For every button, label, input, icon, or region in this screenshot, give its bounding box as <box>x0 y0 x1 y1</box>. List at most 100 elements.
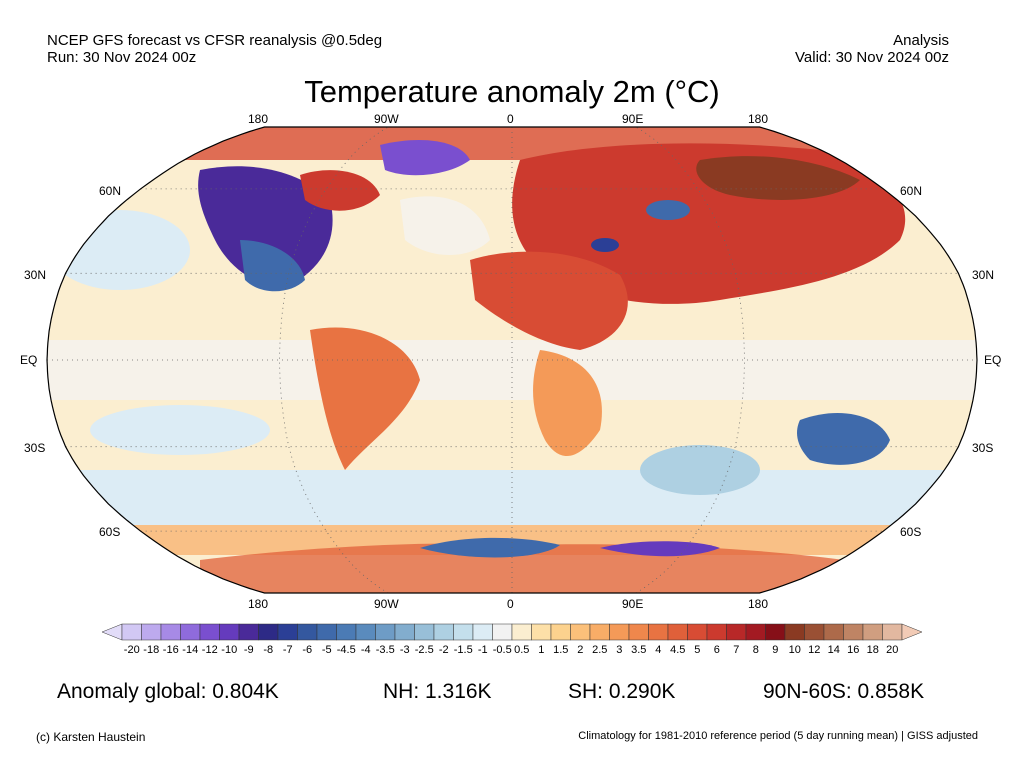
colorbar-tick-label: 5 <box>694 644 701 656</box>
header-run-time: Run: 30 Nov 2024 00z <box>47 49 197 66</box>
colorbar-box <box>277 623 298 641</box>
stat-nh: NH: 1.316K <box>383 680 492 703</box>
colorbar-box <box>628 623 649 641</box>
colorbar-box <box>316 623 337 641</box>
colorbar-tick-label: -5 <box>321 644 332 656</box>
colorbar-tick-label: -1 <box>477 644 488 656</box>
lon-label-bottom-180e: 180 <box>748 597 769 611</box>
colorbar-tick-label: -18 <box>143 644 160 656</box>
lat-label-right-eq: EQ <box>984 353 1002 367</box>
colorbar-tick-label: 9 <box>772 644 779 656</box>
colorbar-box <box>511 623 532 641</box>
colorbar-box <box>453 623 474 641</box>
lat-label-right-60s: 60S <box>900 525 922 539</box>
colorbar-box <box>531 623 552 641</box>
colorbar-tick-label: -6 <box>302 644 313 656</box>
colorbar-box <box>141 623 162 641</box>
colorbar-box <box>375 623 396 641</box>
colorbar-box <box>550 623 571 641</box>
colorbar-tick-label: -2 <box>438 644 449 656</box>
colorbar-tick-label: -0.5 <box>492 644 512 656</box>
colorbar-tick-label: 7 <box>733 644 740 656</box>
colorbar-box <box>160 623 181 641</box>
colorbar-tick-label: 8 <box>752 644 759 656</box>
colorbar-tick-label: -16 <box>162 644 179 656</box>
colorbar-box <box>765 623 786 641</box>
colorbar-tick-label: 2 <box>577 644 584 656</box>
colorbar-tick-label: 1 <box>538 644 545 656</box>
map-title: Temperature anomaly 2m (°C) <box>304 74 720 109</box>
colorbar-tick-label: 18 <box>866 644 879 656</box>
colorbar-box <box>804 623 825 641</box>
colorbar-box <box>609 623 630 641</box>
colorbar-tick-label: 4 <box>655 644 662 656</box>
colorbar-tick-label: 14 <box>827 644 840 656</box>
field-south-america <box>310 327 420 470</box>
field-sahara <box>470 251 628 350</box>
colorbar-tick-label: -4.5 <box>336 644 356 656</box>
colorbar-tick-label: 6 <box>713 644 720 656</box>
colorbar-box <box>180 623 201 641</box>
field-antarctica <box>200 543 860 593</box>
graticule <box>47 126 977 594</box>
colorbar-box <box>394 623 415 641</box>
colorbar-box <box>258 623 279 641</box>
lon-label-top-180e: 180 <box>748 112 769 126</box>
colorbar-box <box>843 623 864 641</box>
colorbar-box <box>433 623 454 641</box>
footer-credit: (c) Karsten Haustein <box>36 730 146 744</box>
colorbar-tick-label: -20 <box>123 644 140 656</box>
colorbar-box <box>199 623 220 641</box>
header-model-info: NCEP GFS forecast vs CFSR reanalysis @0.… <box>47 32 383 49</box>
lon-label-top-180w: 180 <box>248 112 269 126</box>
colorbar-tick-label: -12 <box>201 644 218 656</box>
colorbar-box <box>121 623 142 641</box>
lon-label-top-90e: 90E <box>622 112 644 126</box>
colorbar-tick-label: -3 <box>399 644 410 656</box>
colorbar-tick-label: 12 <box>808 644 821 656</box>
lat-label-left-30n: 30N <box>24 268 47 282</box>
colorbar-tick-label: -4 <box>360 644 371 656</box>
colorbar-box <box>745 623 766 641</box>
lon-label-top-90w: 90W <box>374 112 399 126</box>
field-south-pacific <box>90 405 270 455</box>
lat-label-right-60n: 60N <box>900 184 923 198</box>
colorbar-over-arrow <box>901 623 923 641</box>
colorbar-box <box>219 623 240 641</box>
colorbar-box <box>823 623 844 641</box>
colorbar-tick-label: 4.5 <box>670 644 686 656</box>
colorbar-box <box>570 623 591 641</box>
lat-label-left-eq: EQ <box>20 353 38 367</box>
colorbar-box <box>784 623 805 641</box>
colorbar-box <box>706 623 727 641</box>
colorbar-box <box>238 623 259 641</box>
field-antarctic-cold-2 <box>600 541 720 557</box>
colorbar-box <box>297 623 318 641</box>
colorbar-tick-label: -2.5 <box>414 644 434 656</box>
lon-label-bottom-180w: 180 <box>248 597 269 611</box>
colorbar-tick-label: -8 <box>263 644 274 656</box>
header-valid-time: Valid: 30 Nov 2024 00z <box>795 49 949 66</box>
lon-label-top-0: 0 <box>507 112 514 126</box>
colorbar-box <box>355 623 376 641</box>
field-siberia <box>696 156 860 200</box>
field-tropics <box>47 340 977 400</box>
colorbar-tick-label: -14 <box>182 644 199 656</box>
colorbar-tick-label: -1.5 <box>453 644 473 656</box>
colorbar-box <box>667 623 688 641</box>
colorbar-box <box>336 623 357 641</box>
lon-label-bottom-90w: 90W <box>374 597 399 611</box>
colorbar-tick-label: -9 <box>243 644 254 656</box>
colorbar-box <box>589 623 610 641</box>
lat-label-left-30s: 30S <box>24 441 46 455</box>
field-caspian-cold <box>591 238 619 252</box>
colorbar-tick-label: -10 <box>221 644 238 656</box>
colorbar-tick-label: -3.5 <box>375 644 395 656</box>
colorbar-box <box>492 623 513 641</box>
header-analysis: Analysis <box>893 32 949 49</box>
colorbar-box <box>882 623 903 641</box>
field-indian-ocean-cool <box>640 445 760 495</box>
colorbar-box <box>726 623 747 641</box>
lat-label-right-30n: 30N <box>972 268 995 282</box>
